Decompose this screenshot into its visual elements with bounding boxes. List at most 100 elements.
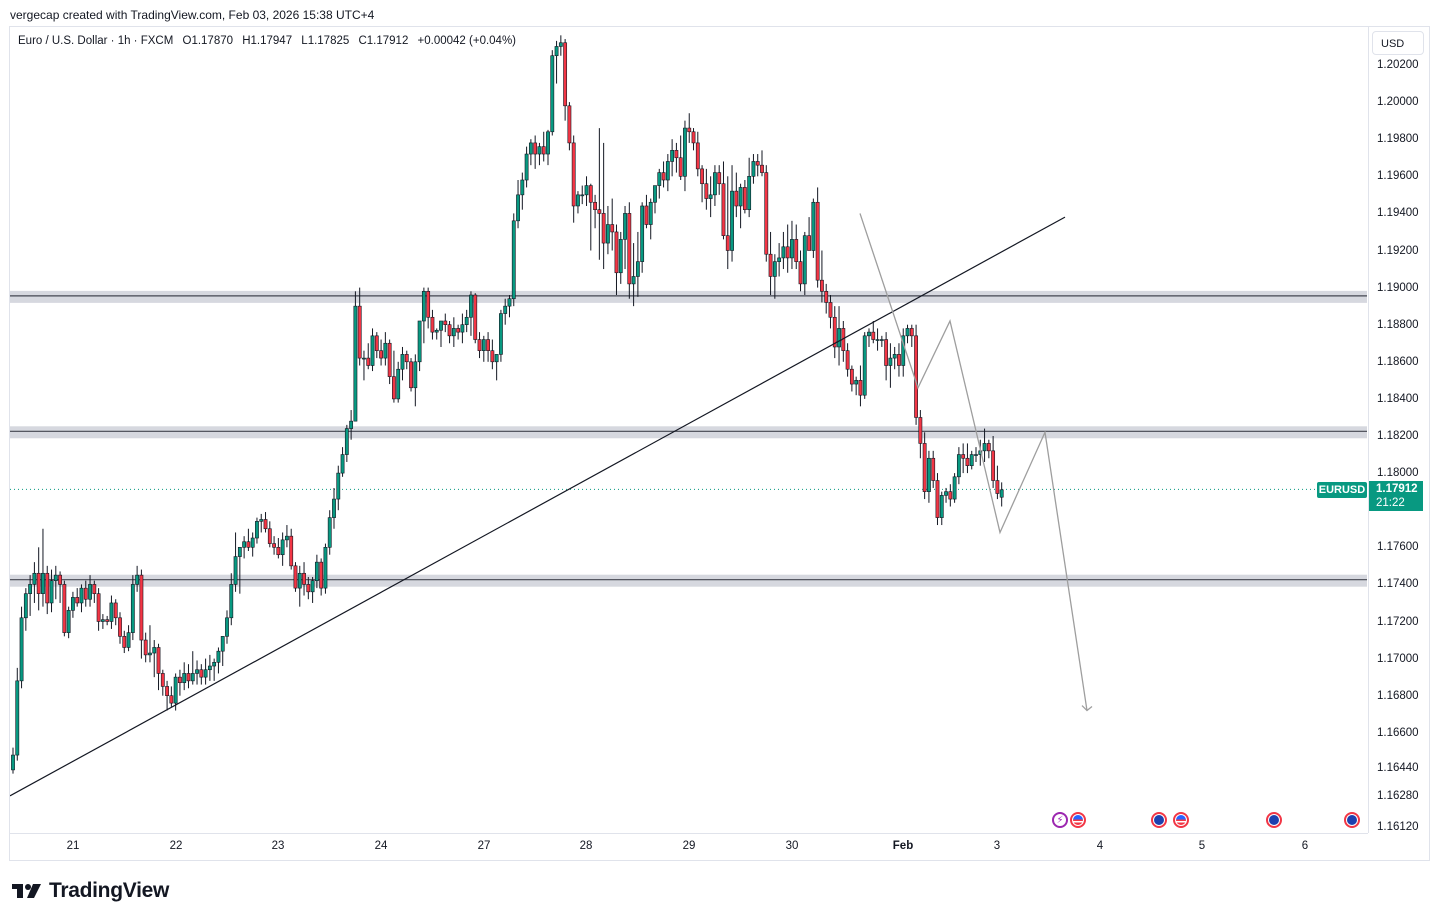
legend-change: +0.00042 (+0.04%)	[417, 35, 517, 47]
price-tick: 1.18800	[1377, 318, 1419, 331]
candle	[918, 410, 923, 459]
candle	[443, 313, 448, 333]
candle	[563, 39, 568, 121]
candle	[293, 562, 298, 592]
price-tick: 1.16280	[1377, 790, 1419, 802]
sr-zone[interactable]	[10, 426, 1367, 439]
candle	[96, 588, 101, 631]
candle	[730, 165, 734, 262]
time-axis[interactable]	[10, 833, 1368, 861]
candle	[580, 185, 585, 205]
candle	[687, 113, 692, 143]
candle	[567, 102, 572, 151]
candle	[499, 309, 503, 362]
candle	[965, 443, 970, 474]
event-us-flag-icon[interactable]	[1173, 812, 1189, 828]
event-flash-icon[interactable]: ⚡	[1052, 812, 1068, 828]
event-eu-flag-icon[interactable]	[1266, 812, 1282, 828]
candle	[944, 487, 948, 503]
price-tick: 1.17600	[1377, 541, 1419, 554]
candle	[225, 610, 229, 644]
time-tick: 5	[1198, 840, 1206, 852]
time-tick: 28	[579, 840, 593, 852]
candle	[700, 165, 704, 203]
candle	[237, 546, 242, 594]
candle	[854, 376, 859, 396]
price-tick: 1.18200	[1377, 430, 1419, 442]
candle	[802, 231, 807, 296]
candle	[379, 339, 383, 366]
price-axis[interactable]	[1368, 27, 1430, 833]
candle	[439, 320, 443, 347]
candle	[905, 324, 910, 344]
candle	[606, 205, 610, 255]
candle	[357, 287, 362, 366]
price-tick: 1.20200	[1377, 59, 1419, 71]
projection-path[interactable]	[859, 213, 1088, 711]
current-price-value: 1.17912	[1376, 483, 1418, 495]
time-tick: 21	[66, 840, 80, 852]
candle	[550, 50, 555, 136]
currency-selector[interactable]: USD	[1372, 31, 1424, 55]
candle	[601, 142, 606, 270]
candle	[507, 295, 512, 318]
candle	[207, 654, 212, 681]
candle	[533, 135, 538, 169]
candle	[306, 576, 311, 600]
candle	[948, 484, 953, 507]
candle	[888, 343, 893, 388]
candle	[400, 346, 405, 381]
candle	[781, 231, 786, 270]
candle	[28, 575, 33, 616]
candle	[588, 183, 593, 251]
candle	[319, 558, 324, 596]
candle	[490, 339, 495, 370]
candle	[327, 510, 332, 555]
candle	[691, 128, 696, 151]
candle	[674, 142, 679, 173]
candle	[195, 660, 199, 685]
trendline[interactable]	[10, 216, 1066, 797]
sr-zone[interactable]	[10, 574, 1367, 587]
price-tick: 1.18600	[1377, 355, 1419, 368]
candle	[695, 131, 700, 177]
event-eu-flag-icon[interactable]	[1344, 812, 1360, 828]
candle	[511, 213, 516, 307]
candle	[760, 150, 764, 177]
candle	[246, 528, 251, 552]
candle	[430, 309, 435, 340]
candle	[477, 332, 482, 359]
candle	[657, 168, 662, 199]
candle	[520, 172, 525, 210]
candle	[23, 588, 28, 631]
event-eu-flag-icon[interactable]	[1151, 812, 1167, 828]
candle	[524, 146, 529, 188]
candle	[704, 168, 709, 210]
price-tick: 1.18400	[1377, 392, 1419, 405]
candle	[815, 187, 820, 288]
candle	[58, 571, 62, 603]
sr-zone[interactable]	[10, 290, 1367, 303]
candle	[464, 309, 469, 333]
chart-plot[interactable]	[10, 27, 1367, 833]
candle	[323, 543, 328, 594]
candle	[426, 287, 431, 329]
candle	[469, 291, 473, 336]
candle	[683, 120, 687, 192]
candle	[421, 287, 426, 344]
candle	[113, 599, 118, 626]
candle	[362, 350, 366, 381]
candle	[678, 135, 683, 181]
time-tick: 22	[169, 840, 183, 852]
candle	[537, 142, 542, 166]
legend-symbol[interactable]: Euro / U.S. Dollar · 1h · FXCM	[18, 35, 174, 47]
brand-name: TradingView	[49, 879, 170, 902]
candle	[109, 595, 114, 629]
current-price-label: 1.17912 21:22	[1369, 481, 1423, 511]
event-us-flag-icon[interactable]	[1070, 812, 1086, 828]
candle	[11, 747, 15, 774]
legend-low: L1.17825	[301, 35, 350, 47]
candle	[79, 584, 84, 613]
candle	[169, 686, 174, 707]
candle	[571, 135, 576, 223]
